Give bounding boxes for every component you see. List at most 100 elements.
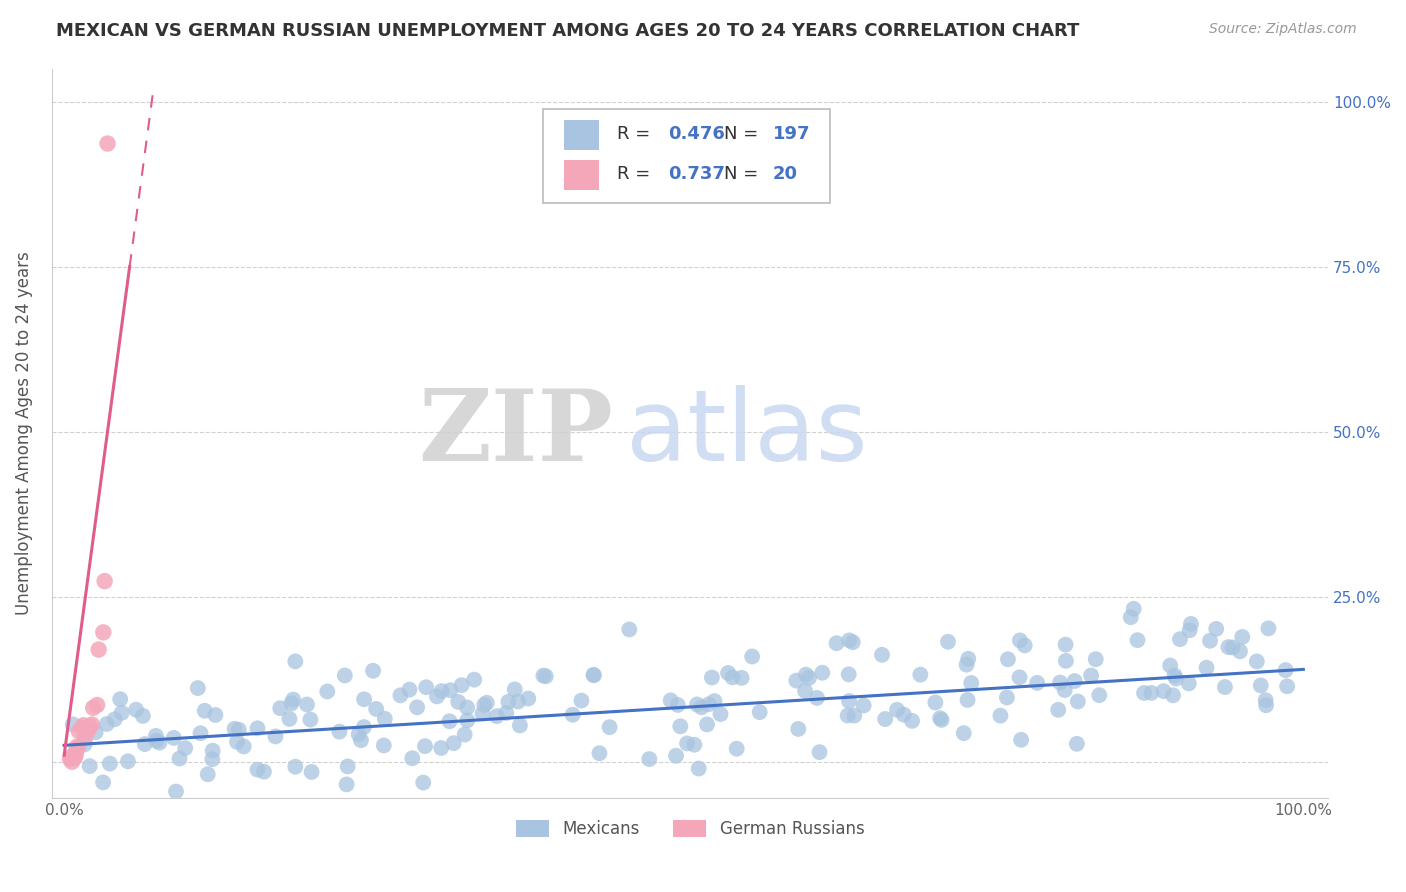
Text: R =: R = bbox=[617, 125, 657, 144]
Point bbox=[96, 136, 118, 151]
Point bbox=[806, 690, 828, 705]
Point bbox=[406, 700, 429, 714]
Point bbox=[117, 754, 139, 768]
Point bbox=[811, 665, 834, 680]
Point bbox=[825, 636, 848, 650]
Point bbox=[148, 736, 170, 750]
Point bbox=[1254, 693, 1277, 707]
Point bbox=[1067, 694, 1090, 708]
Point bbox=[1014, 639, 1036, 653]
Point bbox=[316, 684, 339, 698]
Point bbox=[1066, 737, 1088, 751]
Point bbox=[1254, 698, 1277, 713]
Legend: Mexicans, German Russians: Mexicans, German Russians bbox=[509, 813, 870, 845]
FancyBboxPatch shape bbox=[543, 109, 831, 203]
Point bbox=[696, 717, 718, 731]
Point bbox=[453, 728, 475, 742]
Point bbox=[412, 775, 434, 789]
Point bbox=[91, 625, 114, 640]
Point bbox=[1080, 668, 1102, 682]
Point bbox=[960, 676, 983, 690]
Point bbox=[246, 721, 269, 735]
Point bbox=[197, 767, 219, 781]
Point bbox=[226, 735, 249, 749]
Point bbox=[63, 747, 86, 762]
Point bbox=[87, 642, 110, 657]
Point bbox=[278, 712, 301, 726]
Point bbox=[619, 623, 641, 637]
Point bbox=[439, 683, 461, 698]
Point bbox=[1140, 686, 1163, 700]
Point bbox=[1008, 670, 1031, 684]
Point bbox=[65, 748, 87, 763]
Point bbox=[842, 635, 865, 649]
Point bbox=[456, 714, 478, 728]
Point bbox=[361, 664, 384, 678]
Point bbox=[253, 764, 276, 779]
Point bbox=[280, 697, 302, 711]
Point bbox=[59, 750, 82, 764]
Point bbox=[1178, 624, 1201, 638]
Point bbox=[456, 700, 478, 714]
Point bbox=[66, 741, 89, 756]
Bar bbox=[564, 160, 599, 190]
Point bbox=[1232, 630, 1254, 644]
Point bbox=[73, 737, 96, 751]
Point bbox=[333, 668, 356, 682]
Point bbox=[426, 690, 449, 704]
Text: R =: R = bbox=[617, 165, 657, 184]
Point bbox=[264, 730, 287, 744]
Point bbox=[79, 759, 101, 773]
Point bbox=[98, 756, 121, 771]
Point bbox=[1178, 676, 1201, 690]
Point bbox=[997, 652, 1019, 666]
Point bbox=[1119, 610, 1142, 624]
Point bbox=[66, 739, 89, 754]
Point bbox=[686, 698, 709, 712]
Point bbox=[721, 670, 744, 684]
Point bbox=[852, 698, 875, 713]
Point bbox=[398, 682, 420, 697]
Text: MEXICAN VS GERMAN RUSSIAN UNEMPLOYMENT AMONG AGES 20 TO 24 YEARS CORRELATION CHA: MEXICAN VS GERMAN RUSSIAN UNEMPLOYMENT A… bbox=[56, 22, 1080, 40]
Bar bbox=[564, 120, 599, 150]
Point bbox=[1168, 632, 1191, 647]
Point bbox=[1222, 640, 1244, 655]
Point bbox=[1274, 663, 1296, 677]
Point bbox=[797, 671, 820, 685]
Point bbox=[1088, 688, 1111, 702]
Point bbox=[1180, 616, 1202, 631]
Text: N =: N = bbox=[724, 125, 765, 144]
Point bbox=[1047, 703, 1070, 717]
Point bbox=[328, 724, 350, 739]
Point bbox=[669, 719, 692, 733]
Text: 20: 20 bbox=[773, 165, 799, 184]
Point bbox=[931, 713, 953, 727]
Point bbox=[485, 709, 508, 723]
Point bbox=[794, 684, 817, 698]
Point bbox=[1084, 652, 1107, 666]
Point bbox=[336, 759, 359, 773]
Point bbox=[748, 705, 770, 719]
Point bbox=[936, 635, 959, 649]
Point bbox=[956, 693, 979, 707]
Point bbox=[1054, 638, 1077, 652]
Point bbox=[415, 680, 437, 694]
Point bbox=[886, 703, 908, 717]
Point bbox=[77, 723, 100, 738]
Point bbox=[1008, 633, 1031, 648]
Point bbox=[336, 777, 359, 791]
Point bbox=[187, 681, 209, 695]
Point bbox=[350, 733, 373, 747]
Point bbox=[201, 744, 224, 758]
Point bbox=[794, 667, 817, 681]
Point bbox=[111, 706, 134, 720]
Point bbox=[837, 708, 859, 723]
Point bbox=[145, 729, 167, 743]
Point bbox=[599, 720, 621, 734]
Point bbox=[366, 702, 388, 716]
Text: atlas: atlas bbox=[626, 384, 868, 482]
Text: ZIP: ZIP bbox=[419, 384, 613, 482]
Point bbox=[73, 731, 96, 746]
Point bbox=[283, 692, 305, 706]
Point bbox=[838, 633, 860, 648]
